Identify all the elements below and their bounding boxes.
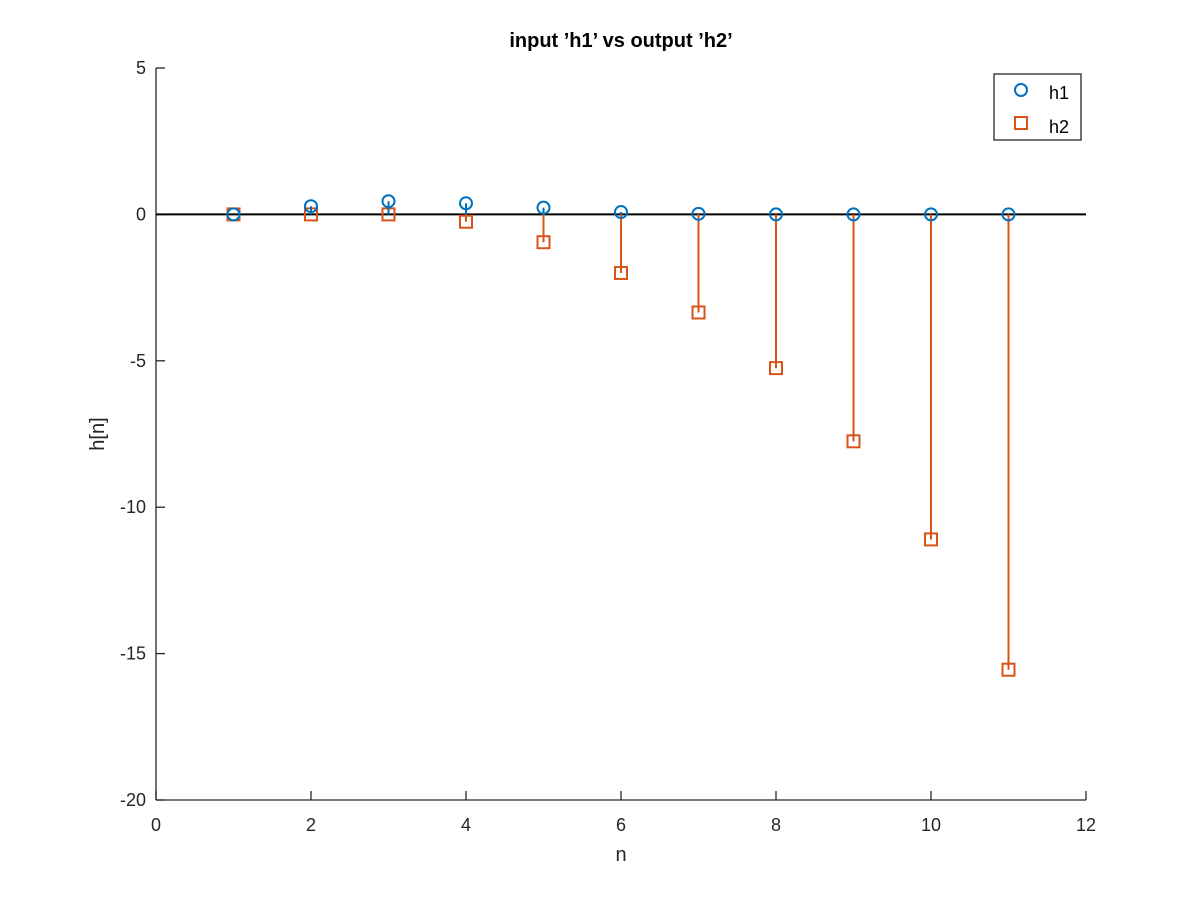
point-h2 <box>691 305 706 320</box>
point-h2 <box>536 235 551 250</box>
x-tick-label: 8 <box>771 815 781 835</box>
y-tick-label: -10 <box>120 497 146 517</box>
x-tick-label: 12 <box>1076 815 1096 835</box>
plot-area <box>156 68 1086 800</box>
x-tick-label: 2 <box>306 815 316 835</box>
point-h2 <box>459 214 473 229</box>
point-h1 <box>304 199 318 214</box>
y-tick-label: 0 <box>136 204 146 224</box>
x-tick-label: 0 <box>151 815 161 835</box>
legend-h1-label: h1 <box>1049 83 1069 103</box>
series-h2 <box>226 207 1016 677</box>
point-h2 <box>846 434 861 449</box>
chart-title: input ’h1’ vs output ’h2’ <box>509 30 732 52</box>
x-tick-label: 6 <box>616 815 626 835</box>
legend-box <box>993 73 1082 141</box>
x-tick-label: 10 <box>921 815 941 835</box>
point-h2 <box>924 532 938 547</box>
x-tick-label: 4 <box>461 815 471 835</box>
y-tick-label: -5 <box>130 351 146 371</box>
series-h1 <box>226 194 1016 222</box>
point-h2 <box>769 361 783 376</box>
data-series <box>226 194 1016 677</box>
y-tick-label: -15 <box>120 644 146 664</box>
x-axis-label: n <box>615 844 626 866</box>
point-h1 <box>459 196 473 211</box>
legend-h1-marker <box>1014 83 1028 97</box>
point-h2 <box>1001 662 1016 677</box>
point-h1 <box>846 207 861 222</box>
point-h1 <box>769 207 783 222</box>
legend-h2-marker <box>1014 116 1028 130</box>
point-h1 <box>691 206 706 221</box>
point-h1 <box>924 207 938 222</box>
y-tick-label: 5 <box>136 58 146 78</box>
legend: h1 h2 <box>993 73 1082 141</box>
point-h1 <box>614 205 628 220</box>
legend-h2-label: h2 <box>1049 117 1069 137</box>
point-h1 <box>226 207 241 222</box>
point-h1 <box>536 200 551 215</box>
point-h1 <box>381 194 396 209</box>
point-h1 <box>1001 207 1016 222</box>
y-axis-label: h[n] <box>87 417 109 450</box>
y-tick-label: -20 <box>120 790 146 810</box>
point-h2 <box>614 265 628 280</box>
